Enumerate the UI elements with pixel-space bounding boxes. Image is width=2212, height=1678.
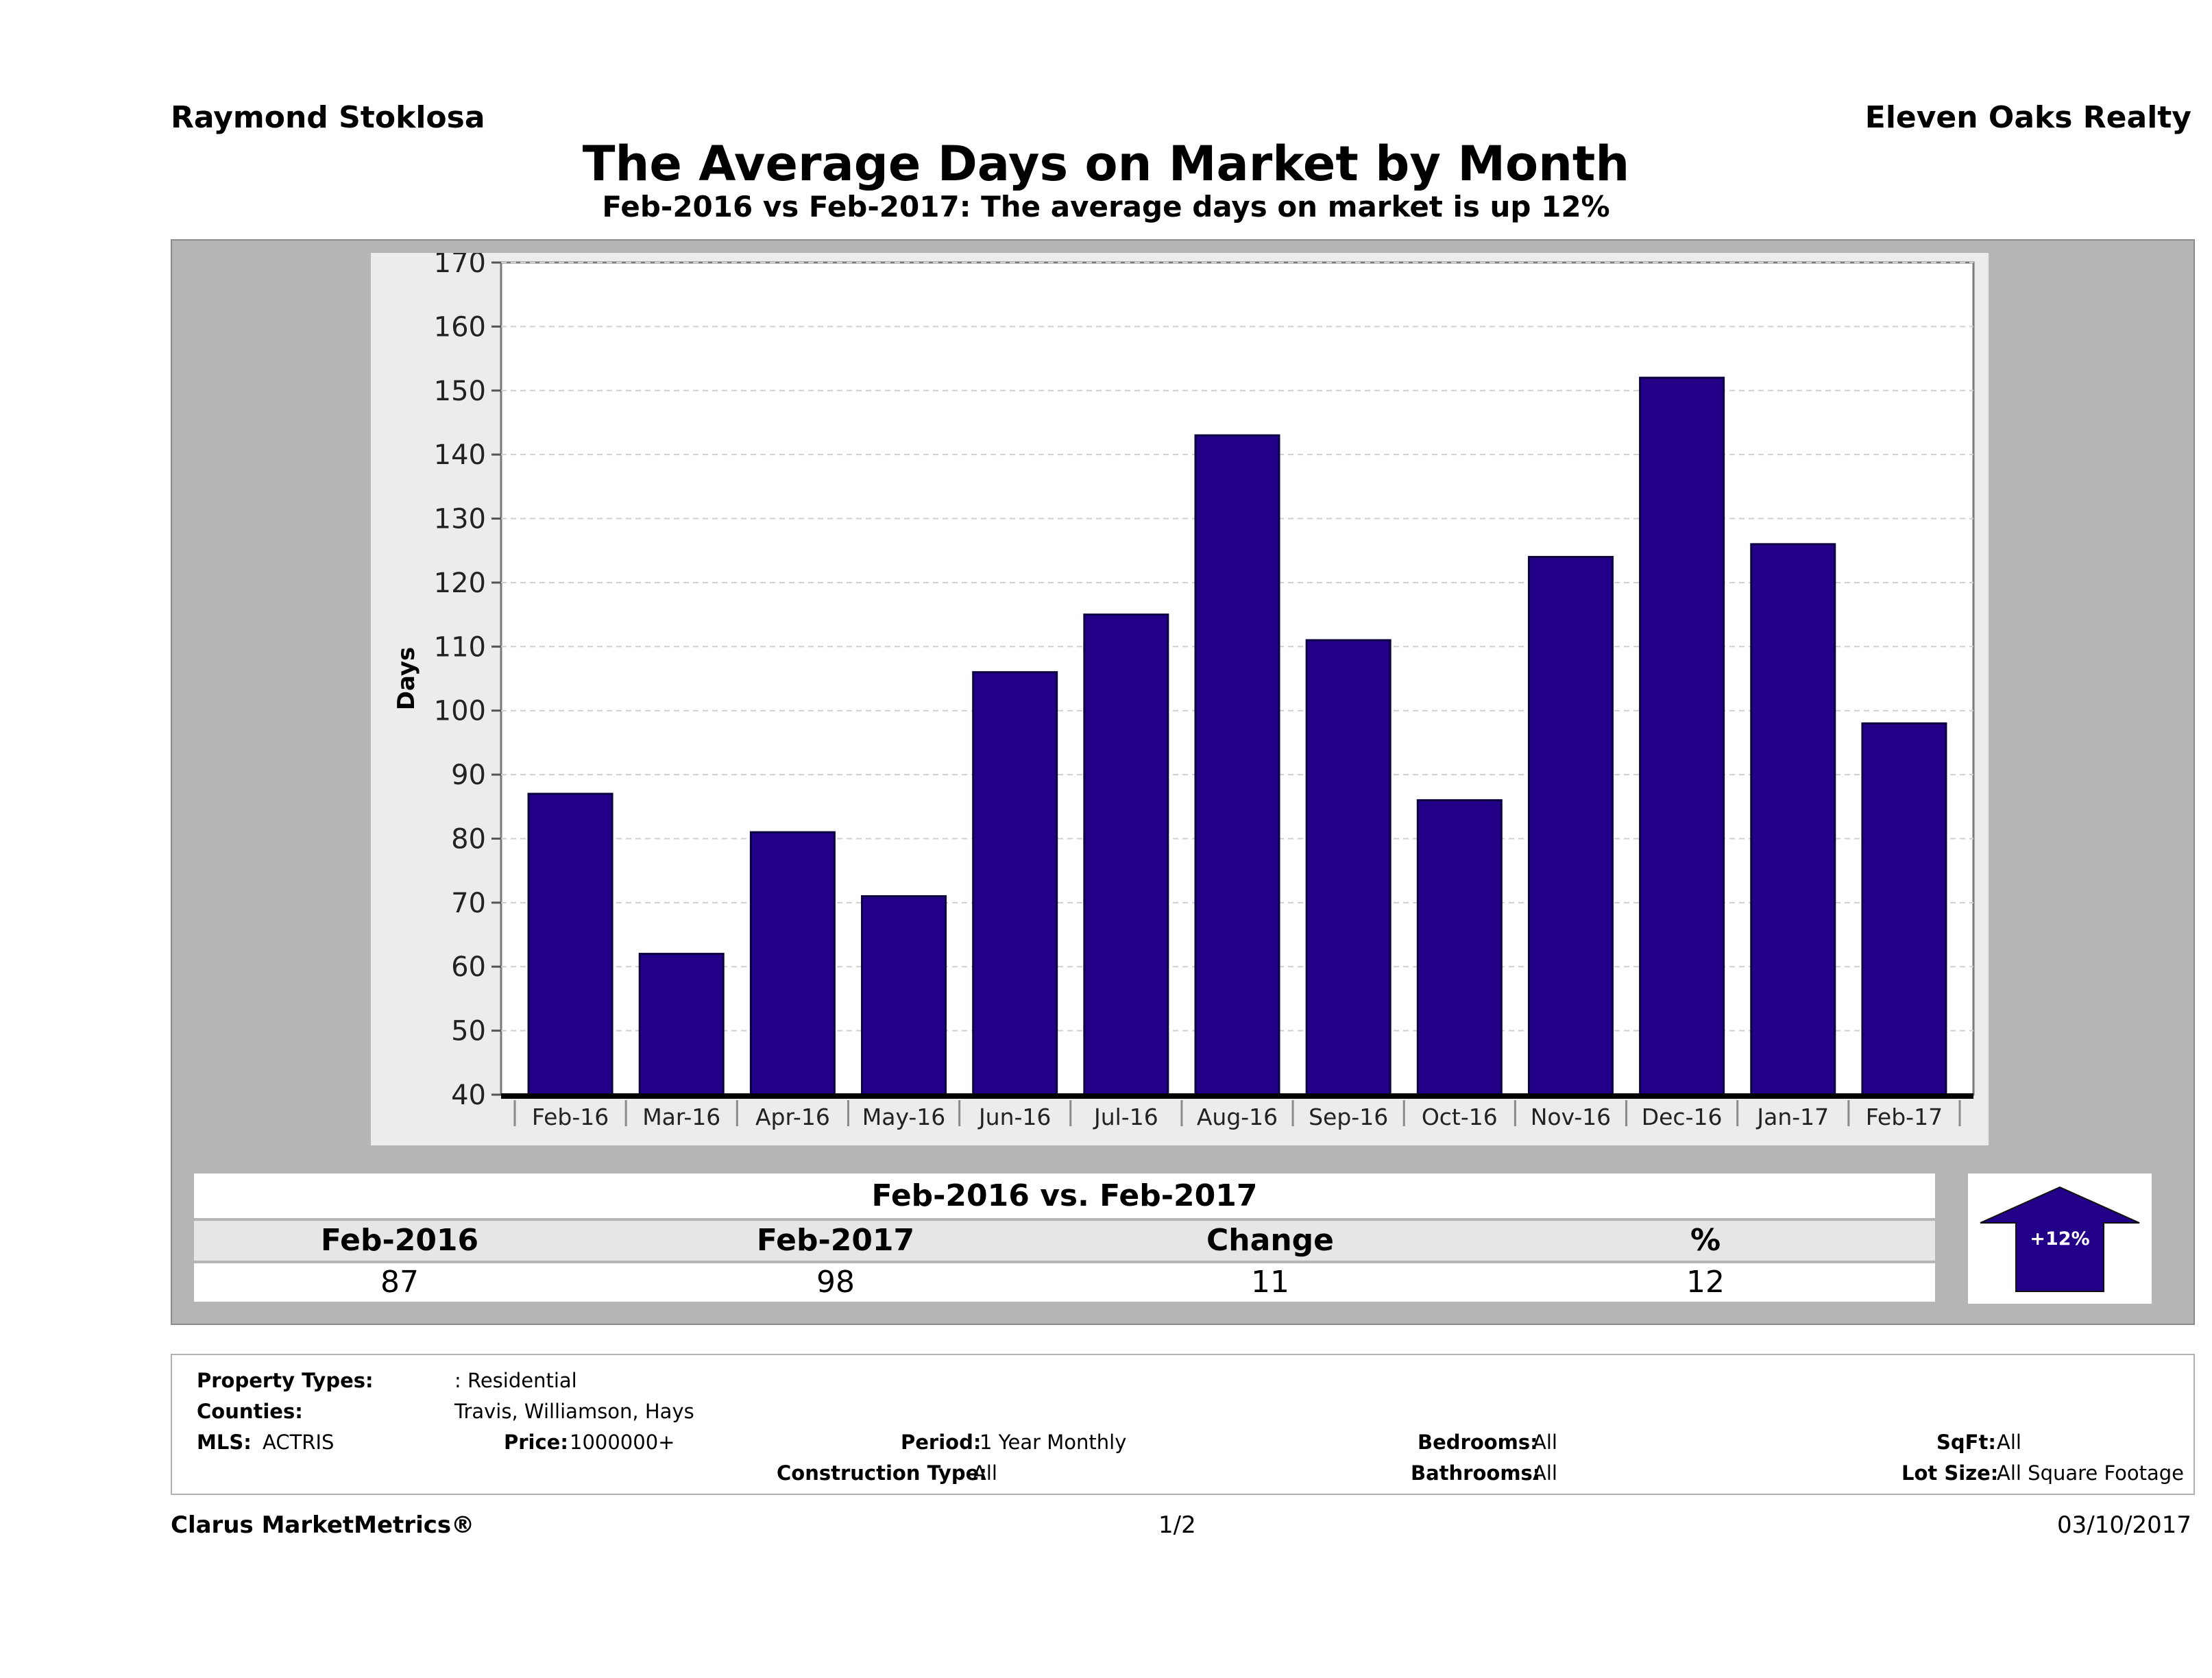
- x-tick-label: Dec-16: [1642, 1104, 1723, 1130]
- bar-mar-16: [638, 953, 725, 1096]
- construction-type-value: All: [973, 1461, 997, 1485]
- bar-jan-17: [1750, 543, 1836, 1096]
- bar-apr-16: [749, 831, 836, 1096]
- y-tick-label: 100: [434, 696, 486, 727]
- y-tick-label: 140: [434, 439, 486, 471]
- property-types-value: : Residential: [454, 1369, 577, 1392]
- footer-brand: Clarus MarketMetrics®: [171, 1511, 475, 1539]
- x-tick-label: Aug-16: [1197, 1104, 1278, 1130]
- x-tick-label: Sep-16: [1309, 1104, 1388, 1130]
- x-tick-label: Feb-16: [532, 1104, 609, 1130]
- y-axis-label: Days: [393, 647, 420, 711]
- x-tick-label: Mar-16: [642, 1104, 720, 1130]
- lot-size-label: Lot Size:: [1901, 1461, 1999, 1485]
- header-change: Change: [1206, 1223, 1334, 1258]
- bar-chart: 40 50 60 70 80 90 100 110 120 130 140 150 160 170 Days…: [393, 253, 1975, 1130]
- comparison-value-row: 87 98 11 12: [194, 1263, 1935, 1302]
- bar-dec-16: [1639, 376, 1725, 1096]
- lot-size-value: All Square Footage: [1997, 1461, 2185, 1485]
- y-tick-label: 150: [434, 376, 486, 407]
- up-arrow-icon: [1980, 1186, 2140, 1292]
- bar-feb-17: [1861, 722, 1947, 1096]
- x-tick-label: Nov-16: [1531, 1104, 1611, 1130]
- comparison-title: Feb-2016 vs. Feb-2017: [871, 1178, 1258, 1213]
- trend-badge: +12%: [1968, 1174, 2152, 1304]
- y-tick-label: 160: [434, 311, 486, 343]
- report-date: 03/10/2017: [2057, 1511, 2191, 1539]
- bar-jun-16: [972, 671, 1058, 1096]
- bedrooms-value: All: [1533, 1431, 1557, 1454]
- counties-value: Travis, Williamson, Hays: [454, 1400, 694, 1423]
- bar-aug-16: [1194, 434, 1280, 1096]
- y-tick-label: 90: [451, 759, 486, 791]
- mls-label: MLS:: [197, 1431, 252, 1454]
- y-tick-label: 170: [434, 253, 486, 279]
- x-tick-label: May-16: [862, 1104, 946, 1130]
- sqft-value: All: [1997, 1431, 2021, 1454]
- property-types-label: Property Types:: [197, 1369, 374, 1392]
- agent-name: Raymond Stoklosa: [171, 100, 485, 135]
- chart-title: The Average Days on Market by Month: [582, 136, 1630, 192]
- bar-oct-16: [1416, 799, 1503, 1096]
- y-tick-label: 40: [451, 1080, 486, 1111]
- bar-feb-16: [527, 792, 613, 1096]
- header-percent: %: [1690, 1223, 1721, 1258]
- comparison-header-row: Feb-2016 Feb-2017 Change %: [194, 1221, 1935, 1261]
- header-start-period: Feb-2016: [320, 1223, 479, 1258]
- mls-value: ACTRIS: [263, 1431, 335, 1454]
- bathrooms-value: All: [1533, 1461, 1557, 1485]
- bar-nov-16: [1527, 556, 1614, 1096]
- y-tick-label: 70: [451, 888, 486, 919]
- chart-subtitle: Feb-2016 vs Feb-2017: The average days o…: [602, 190, 1610, 223]
- bathrooms-label: Bathrooms:: [1411, 1461, 1541, 1485]
- value-change: 11: [1251, 1265, 1289, 1300]
- value-percent: 12: [1686, 1265, 1725, 1300]
- construction-type-label: Construction Type:: [777, 1461, 987, 1485]
- y-tick-label: 80: [451, 823, 486, 855]
- search-criteria: Property Types: : Residential Counties: …: [171, 1354, 2195, 1495]
- y-tick-label: 110: [434, 631, 486, 663]
- page-number: 1/2: [1158, 1511, 1196, 1539]
- price-label: Price:: [504, 1431, 568, 1454]
- header-end-period: Feb-2017: [756, 1223, 915, 1258]
- counties-label: Counties:: [197, 1400, 303, 1423]
- trend-badge-label: +12%: [2030, 1228, 2089, 1250]
- y-tick-label: 60: [451, 951, 486, 983]
- period-label: Period:: [901, 1431, 982, 1454]
- x-tick-label: Jul-16: [1093, 1104, 1158, 1130]
- bar-jul-16: [1083, 613, 1169, 1096]
- period-value: 1 Year Monthly: [980, 1431, 1127, 1454]
- x-tick-label: Jan-17: [1755, 1104, 1829, 1130]
- company-name: Eleven Oaks Realty: [1864, 100, 2191, 135]
- price-value: 1000000+: [570, 1431, 675, 1454]
- comparison-title-row: Feb-2016 vs. Feb-2017: [194, 1174, 1935, 1218]
- bar-sep-16: [1305, 639, 1391, 1096]
- sqft-label: SqFt:: [1936, 1431, 1996, 1454]
- bedrooms-label: Bedrooms:: [1418, 1431, 1538, 1454]
- value-start-period: 87: [380, 1265, 419, 1300]
- y-tick-label: 120: [434, 568, 486, 599]
- x-tick-label: Jun-16: [977, 1104, 1051, 1130]
- value-end-period: 98: [816, 1265, 855, 1300]
- x-tick-label: Apr-16: [755, 1104, 830, 1130]
- bar-may-16: [861, 895, 947, 1096]
- x-tick-label: Feb-17: [1866, 1104, 1943, 1130]
- y-tick-label: 50: [451, 1016, 486, 1047]
- x-tick-label: Oct-16: [1422, 1104, 1498, 1130]
- y-tick-label: 130: [434, 504, 486, 535]
